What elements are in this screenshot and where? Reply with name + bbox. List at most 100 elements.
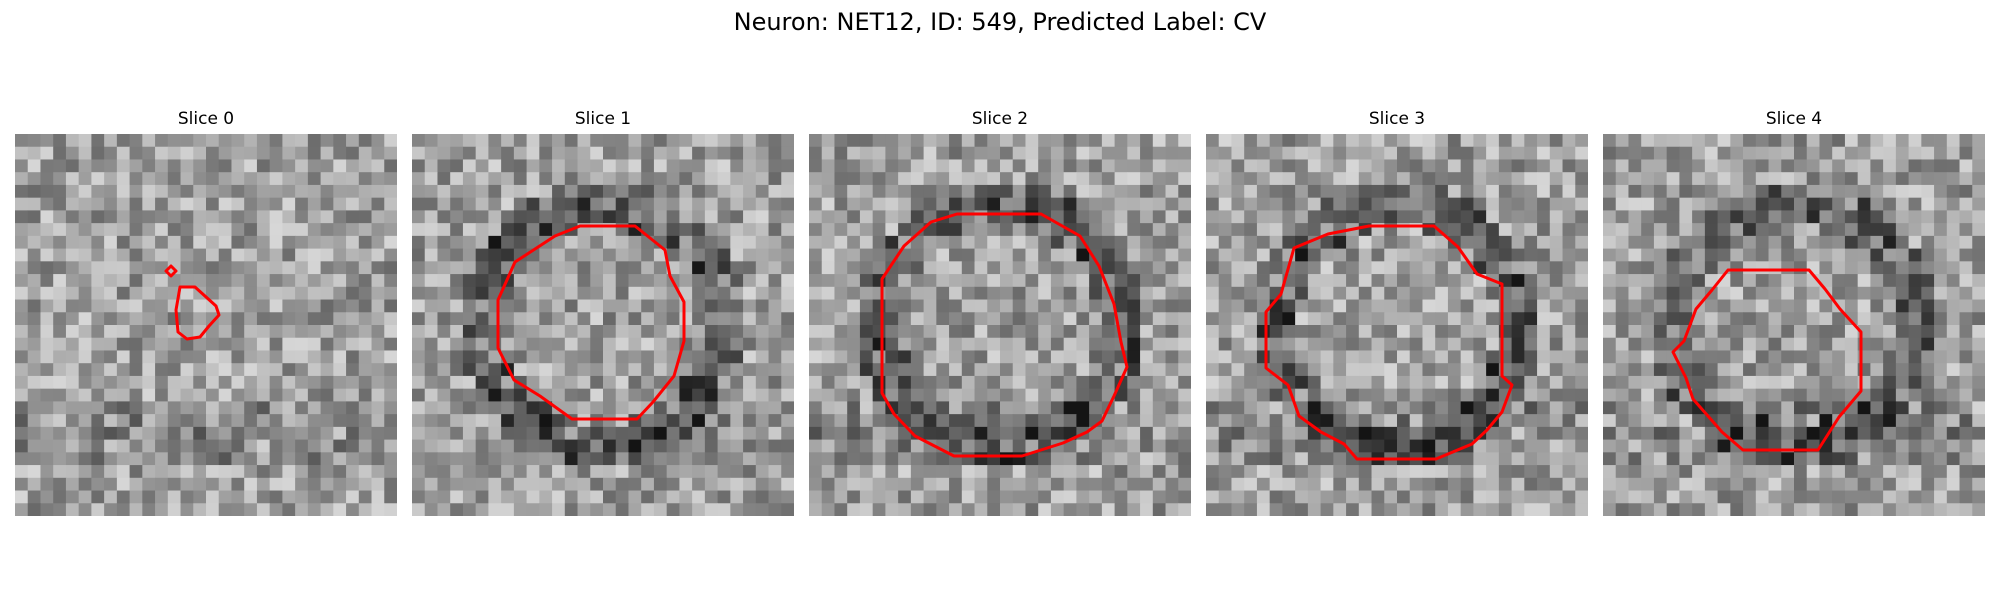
pixel bbox=[129, 312, 143, 326]
pixel bbox=[1397, 490, 1411, 504]
pixel bbox=[1269, 197, 1283, 211]
pixel bbox=[1307, 210, 1321, 224]
pixel bbox=[333, 274, 347, 288]
pixel bbox=[1755, 172, 1769, 186]
pixel bbox=[1076, 134, 1090, 148]
pixel bbox=[424, 325, 438, 339]
pixel bbox=[1755, 350, 1769, 364]
pixel bbox=[358, 401, 372, 415]
pixel bbox=[282, 261, 296, 275]
pixel bbox=[1743, 503, 1757, 516]
pixel bbox=[295, 235, 309, 249]
pixel bbox=[1397, 197, 1411, 211]
pixel bbox=[1781, 274, 1795, 288]
pixel bbox=[1537, 184, 1551, 199]
pixel bbox=[692, 337, 706, 351]
pixel bbox=[1000, 286, 1014, 300]
pixel bbox=[244, 286, 258, 300]
pixel bbox=[244, 172, 258, 186]
pixel bbox=[256, 503, 271, 516]
pixel bbox=[1295, 274, 1309, 288]
pixel bbox=[1435, 490, 1449, 504]
grayscale-pixel-grid bbox=[809, 134, 1191, 516]
pixel bbox=[1012, 490, 1026, 504]
pixel bbox=[1165, 134, 1179, 148]
pixel bbox=[1704, 503, 1718, 516]
pixel bbox=[437, 197, 451, 211]
pixel bbox=[1524, 286, 1538, 300]
pixel bbox=[1127, 426, 1141, 440]
pixel bbox=[256, 350, 271, 364]
pixel bbox=[513, 146, 527, 160]
pixel bbox=[1806, 388, 1820, 402]
pixel bbox=[755, 388, 769, 402]
pixel bbox=[78, 146, 92, 160]
pixel bbox=[1063, 172, 1077, 186]
pixel bbox=[1781, 465, 1795, 479]
pixel bbox=[65, 184, 80, 199]
pixel bbox=[1165, 465, 1179, 479]
pixel bbox=[1063, 350, 1077, 364]
pixel bbox=[1282, 197, 1296, 211]
pixel bbox=[1921, 197, 1935, 211]
pixel bbox=[590, 439, 604, 453]
pixel bbox=[1562, 248, 1576, 262]
pixel bbox=[1895, 159, 1909, 173]
pixel bbox=[1333, 503, 1347, 516]
pixel bbox=[1409, 426, 1423, 440]
pixel bbox=[1921, 235, 1935, 249]
pixel bbox=[872, 312, 886, 326]
pixel bbox=[615, 490, 629, 504]
pixel bbox=[603, 401, 617, 415]
pixel bbox=[666, 184, 680, 199]
pixel bbox=[1473, 465, 1487, 479]
pixel bbox=[1692, 134, 1706, 148]
pixel bbox=[1959, 299, 1973, 313]
pixel bbox=[1244, 401, 1258, 415]
pixel bbox=[1743, 465, 1757, 479]
pixel bbox=[53, 248, 67, 262]
pixel bbox=[1384, 477, 1398, 491]
pixel bbox=[320, 503, 334, 516]
pixel bbox=[53, 261, 67, 275]
pixel bbox=[859, 375, 874, 390]
pixel bbox=[437, 248, 451, 262]
pixel bbox=[1473, 299, 1487, 313]
pixel bbox=[743, 261, 757, 275]
pixel bbox=[424, 388, 438, 402]
pixel bbox=[1768, 401, 1782, 415]
pixel bbox=[1422, 134, 1436, 148]
pixel bbox=[346, 312, 360, 326]
pixel bbox=[65, 465, 80, 479]
pixel bbox=[104, 159, 118, 173]
pixel bbox=[412, 172, 426, 186]
pixel bbox=[1101, 337, 1115, 351]
pixel bbox=[218, 388, 232, 402]
pixel bbox=[231, 210, 245, 224]
pixel bbox=[1641, 210, 1655, 224]
pixel bbox=[1473, 134, 1487, 148]
pixel bbox=[1628, 401, 1642, 415]
pixel bbox=[603, 477, 617, 491]
pixel bbox=[1743, 197, 1757, 211]
pixel bbox=[1819, 325, 1833, 339]
pixel bbox=[501, 286, 515, 300]
segmentation-contour bbox=[1264, 224, 1514, 461]
pixel bbox=[501, 465, 515, 479]
pixel bbox=[78, 134, 92, 148]
pixel bbox=[564, 134, 578, 148]
pixel bbox=[1615, 134, 1629, 148]
pixel bbox=[193, 363, 207, 377]
pixel bbox=[615, 286, 629, 300]
pixel bbox=[462, 414, 477, 428]
pixel bbox=[1012, 172, 1026, 186]
pixel bbox=[1844, 184, 1859, 199]
pixel bbox=[1921, 286, 1935, 300]
pixel bbox=[256, 197, 271, 211]
pixel bbox=[1435, 223, 1449, 237]
pixel bbox=[1409, 286, 1423, 300]
pixel bbox=[821, 312, 835, 326]
pixel bbox=[1178, 184, 1191, 199]
pixel bbox=[1743, 248, 1757, 262]
pixel bbox=[1575, 439, 1588, 453]
